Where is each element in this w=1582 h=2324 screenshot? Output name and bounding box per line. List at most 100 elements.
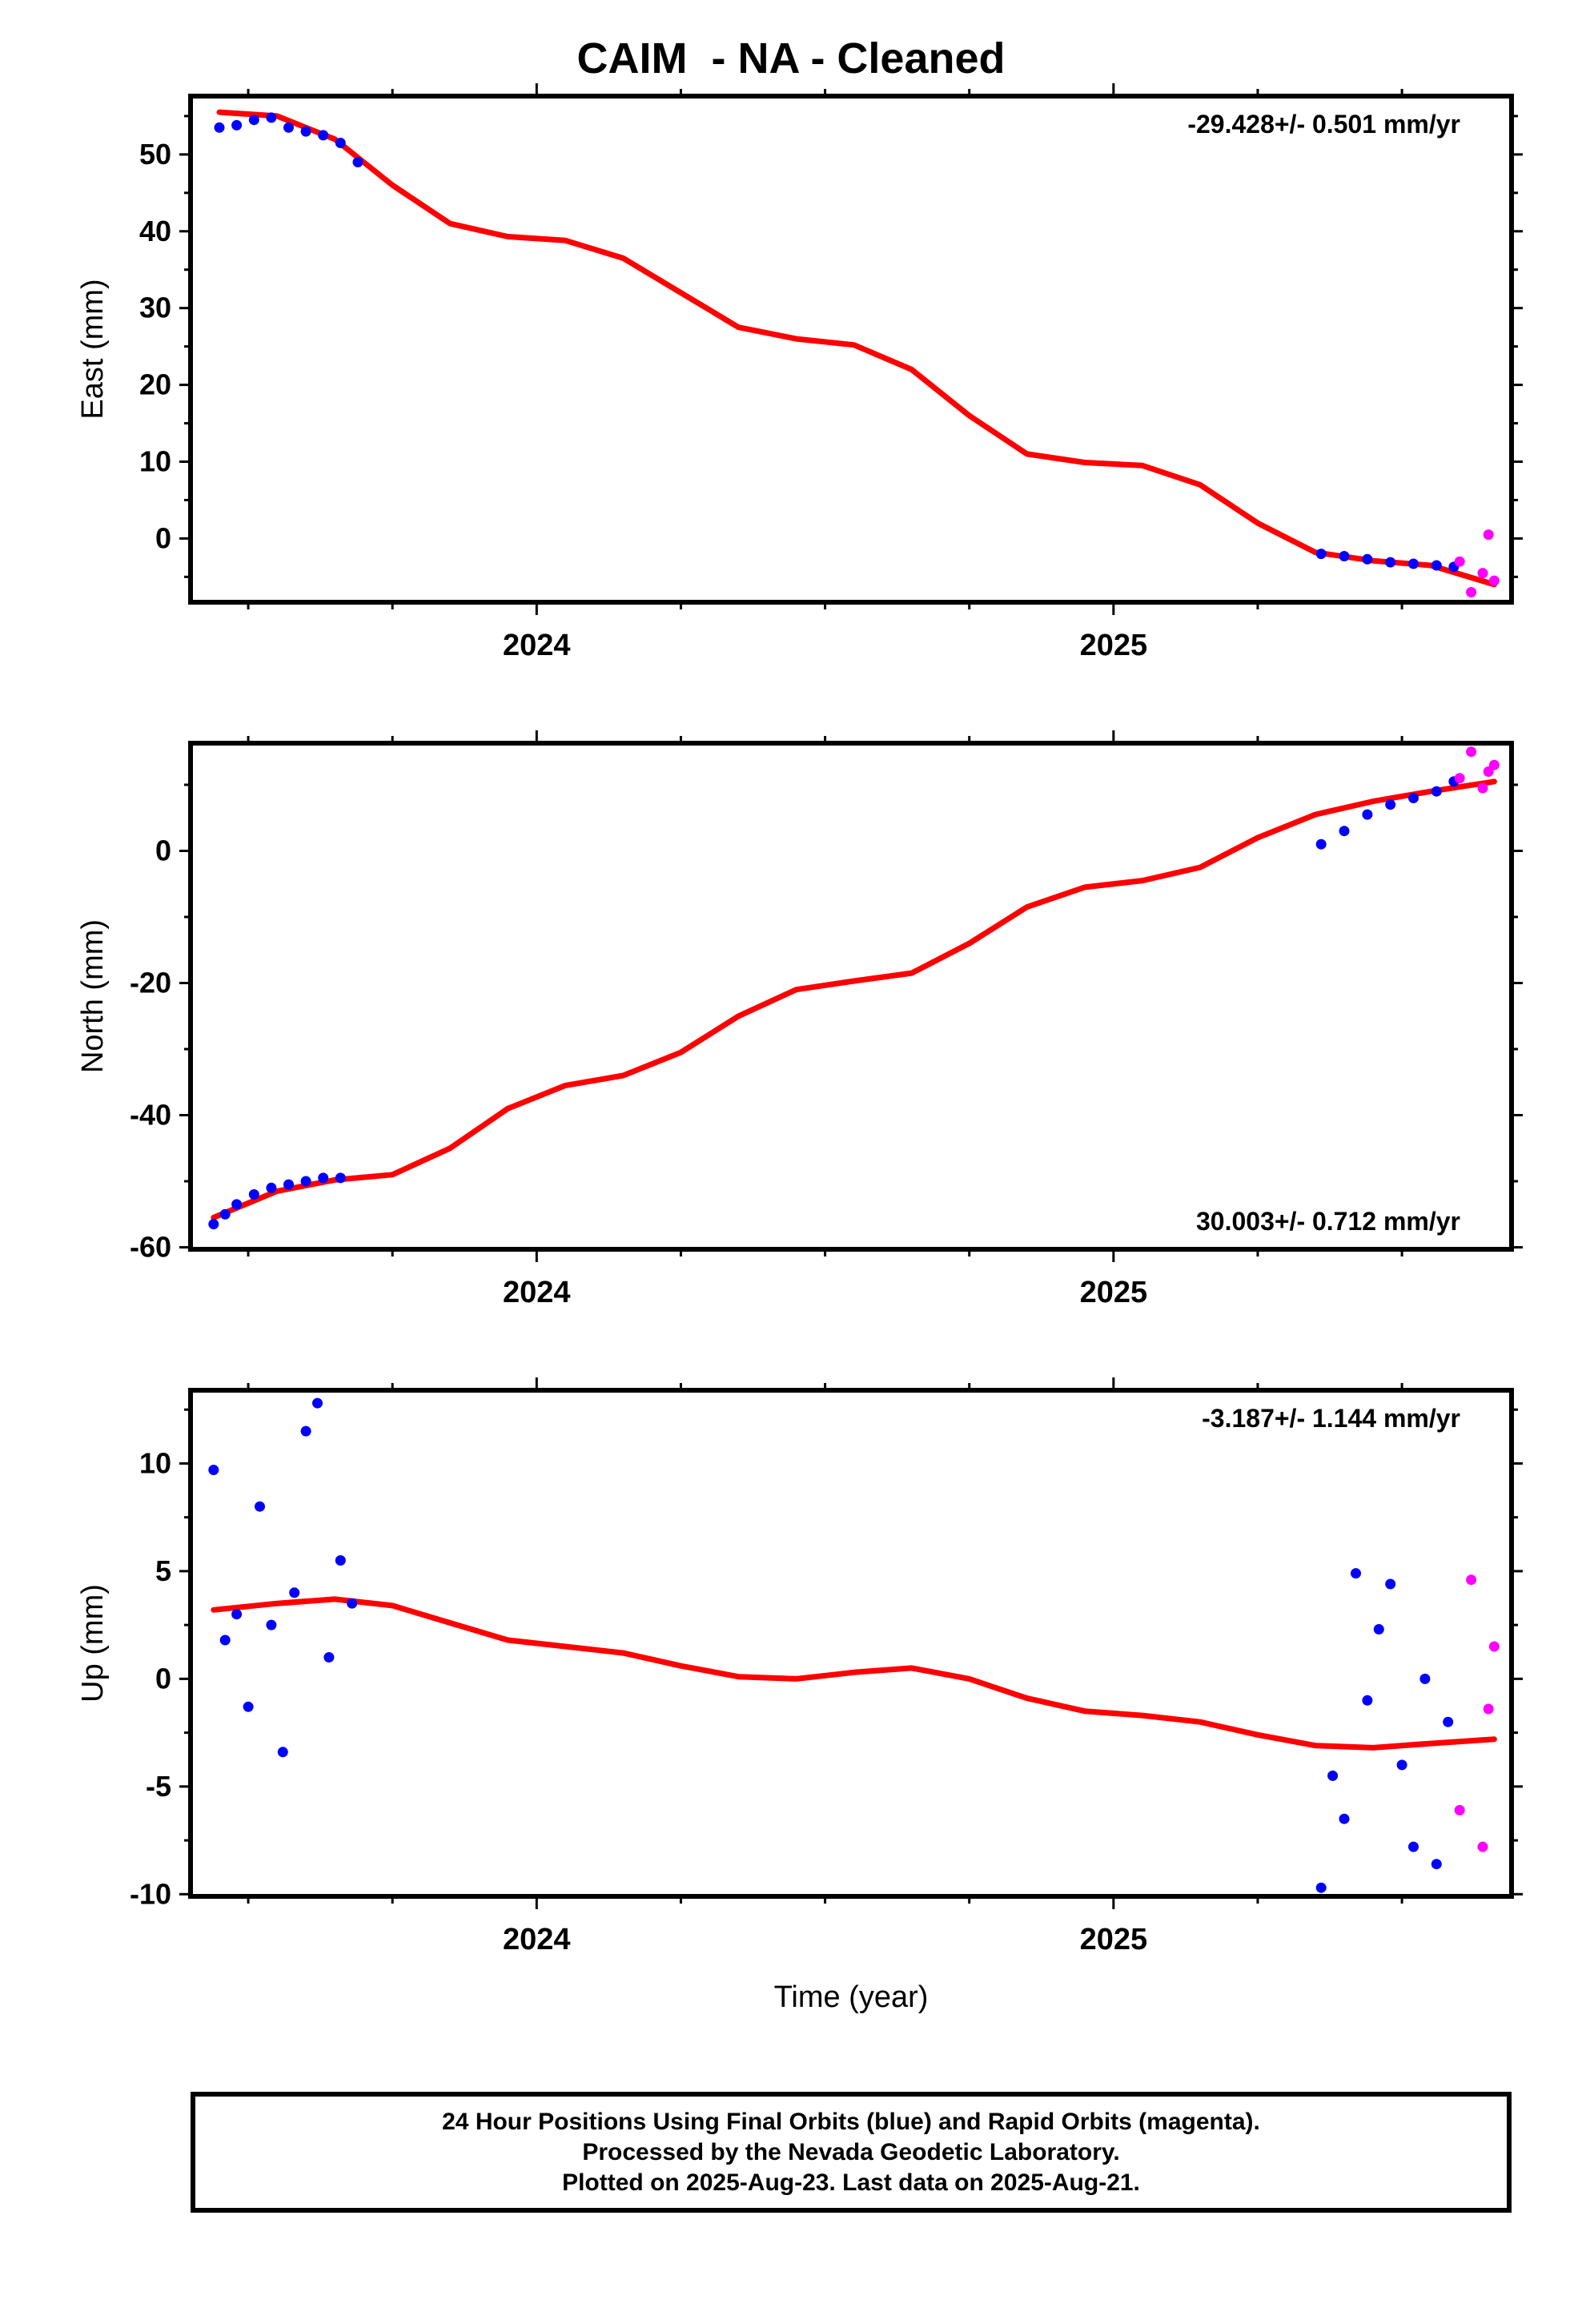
footer-note: 24 Hour Positions Using Final Orbits (bl… (191, 2092, 1512, 2213)
final-orbit-point (347, 1598, 358, 1609)
footer-line-processor: Processed by the Nevada Geodetic Laborat… (582, 2138, 1120, 2165)
x-tick-label: 2025 (1080, 629, 1148, 662)
rapid-orbit-point (1477, 782, 1488, 794)
final-orbit-point (335, 138, 346, 148)
rapid-orbit-point (1488, 1641, 1500, 1652)
final-orbit-point (1385, 557, 1396, 568)
final-orbit-point (208, 1465, 219, 1475)
final-orbit-point (1373, 1624, 1384, 1634)
x-tick-label: 2024 (503, 1276, 571, 1309)
final-orbit-point (231, 119, 243, 131)
final-orbit-point (289, 1587, 300, 1598)
final-orbit-point (1315, 549, 1327, 560)
final-orbit-point (1362, 809, 1373, 820)
rapid-orbit-point (1488, 759, 1500, 770)
rapid-orbit-point (1454, 1804, 1465, 1815)
final-orbit-point (266, 1619, 277, 1630)
final-orbit-point (1327, 1770, 1339, 1781)
final-orbit-point (219, 1208, 231, 1220)
final-orbit-point (1431, 1859, 1442, 1870)
y-tick-label: -40 (130, 1099, 171, 1132)
y-tick-label: 10 (139, 444, 171, 477)
up-data (208, 1397, 1500, 1893)
final-orbit-point (1385, 799, 1396, 810)
north-panel: -60 -40 -20 0 2024 2025 North (mm) 30.003+/- 0.… (76, 730, 1523, 1309)
north-ticks (179, 730, 1523, 1262)
final-orbit-point (300, 1425, 311, 1437)
y-axis-label: North (mm) (76, 919, 110, 1073)
y-tick-label: -20 (130, 966, 171, 999)
model-curve (211, 778, 1497, 1220)
final-orbit-point (214, 122, 225, 133)
up-frame (188, 1388, 1514, 1899)
final-orbit-point (1351, 1568, 1361, 1579)
rapid-orbit-point (1454, 773, 1465, 784)
final-orbit-point (1396, 1759, 1407, 1771)
final-orbit-point (300, 1176, 311, 1187)
x-tick-label: 2025 (1080, 1923, 1148, 1956)
final-orbit-point (312, 1397, 323, 1409)
final-orbit-point (248, 115, 259, 126)
east-data (214, 109, 1500, 597)
final-orbit-point (277, 1747, 288, 1758)
final-orbit-point (1431, 786, 1442, 797)
rapid-orbit-point (1477, 1841, 1488, 1852)
velocity-annotation: -29.428+/- 0.501 mm/yr (1187, 110, 1460, 139)
final-orbit-point (266, 1182, 277, 1193)
final-orbit-point (1408, 558, 1419, 569)
rapid-orbit-point (1477, 568, 1488, 579)
y-tick-label: 0 (155, 834, 171, 866)
final-orbit-point (219, 1634, 231, 1646)
final-orbit-point (1419, 1673, 1431, 1684)
x-tick-label: 2025 (1080, 1276, 1148, 1309)
final-orbit-point (283, 1179, 294, 1190)
final-orbit-point (243, 1701, 254, 1712)
y-tick-label: 20 (139, 368, 171, 401)
y-tick-label: 0 (155, 1662, 171, 1695)
x-tick-label: 2024 (503, 629, 571, 662)
final-orbit-point (1315, 838, 1327, 850)
final-orbit-point (318, 130, 329, 141)
rapid-orbit-point (1483, 529, 1494, 541)
final-orbit-point (1408, 793, 1419, 803)
y-tick-label: -10 (130, 1877, 171, 1910)
north-data (208, 746, 1500, 1230)
rapid-orbit-point (1483, 1703, 1494, 1715)
velocity-annotation: 30.003+/- 0.712 mm/yr (1196, 1207, 1460, 1236)
final-orbit-point (352, 157, 363, 167)
footer-line-dates: Plotted on 2025-Aug-23. Last data on 202… (562, 2169, 1140, 2196)
final-orbit-point (300, 126, 311, 137)
model-curve (211, 1596, 1497, 1751)
y-tick-label: 10 (139, 1446, 171, 1479)
up-panel: -10 -5 0 5 10 2024 2025 Up (mm) -3.187+/- 1.144 … (76, 1377, 1523, 2014)
model-curve (216, 109, 1497, 588)
final-orbit-point (248, 1189, 259, 1200)
final-orbit-point (323, 1652, 335, 1663)
rapid-orbit-point (1466, 746, 1477, 758)
up-ticks (179, 1377, 1523, 1909)
y-tick-label: -60 (130, 1231, 171, 1264)
y-axis-label: Up (mm) (76, 1584, 110, 1703)
north-frame (188, 741, 1514, 1252)
final-orbit-point (1385, 1578, 1396, 1590)
east-ticks (179, 83, 1523, 615)
final-orbit-point (255, 1501, 265, 1512)
east-panel: 0 10 20 30 40 50 2024 2025 East (mm) -29.428+/- 0… (76, 83, 1523, 662)
y-tick-label: 50 (139, 138, 171, 171)
final-orbit-point (231, 1609, 243, 1620)
final-orbit-point (1431, 560, 1442, 571)
final-orbit-point (266, 112, 277, 123)
rapid-orbit-point (1488, 575, 1500, 586)
final-orbit-point (335, 1172, 346, 1184)
final-orbit-point (335, 1555, 346, 1566)
final-orbit-point (318, 1172, 329, 1184)
rapid-orbit-point (1454, 556, 1465, 567)
rapid-orbit-point (1466, 587, 1477, 597)
y-tick-label: 0 (155, 521, 171, 554)
footer-line-orbits: 24 Hour Positions Using Final Orbits (bl… (442, 2108, 1260, 2135)
rapid-orbit-point (1466, 1574, 1477, 1586)
y-tick-label: 30 (139, 292, 171, 324)
final-orbit-point (1362, 1695, 1373, 1706)
x-axis-label: Time (year) (774, 1980, 929, 2014)
y-axis-label: East (mm) (76, 279, 110, 419)
